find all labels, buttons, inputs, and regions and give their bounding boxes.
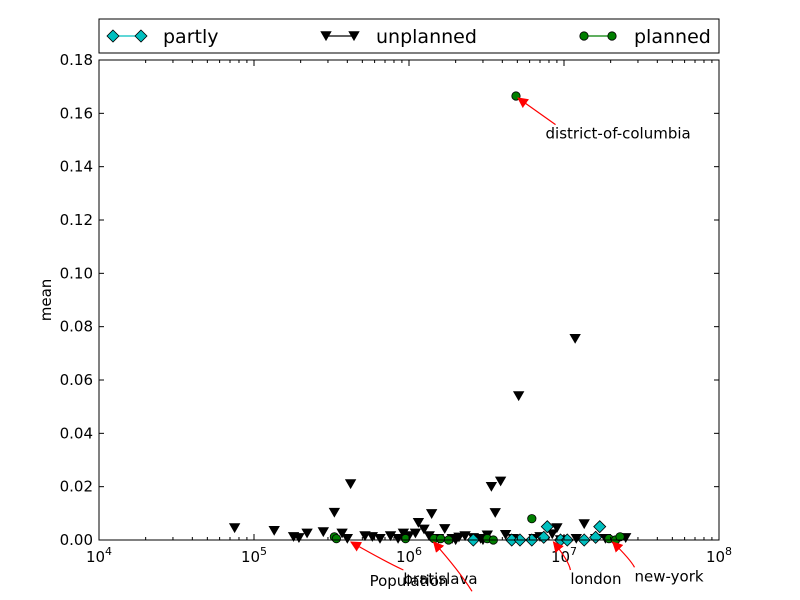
annotations-layer: district-of-columbia bratislava london new-… — [350, 97, 704, 592]
legend-label: partly — [163, 26, 219, 48]
legend-marker — [579, 31, 589, 41]
x-axis-label: Population — [370, 572, 449, 590]
x-tick-label: 108 — [706, 545, 732, 566]
x-tick-label: 106 — [396, 545, 422, 566]
series-unplanned — [228, 333, 632, 546]
legend-marker — [607, 31, 617, 41]
planned-point — [527, 514, 537, 524]
planned-point — [615, 532, 625, 542]
unplanned-point — [268, 525, 280, 536]
annotation-arrow — [432, 541, 473, 592]
y-tick-label: 0.06 — [60, 371, 93, 389]
unplanned-point — [494, 476, 507, 487]
legend-marker — [106, 29, 120, 43]
y-tick-label: 0.00 — [60, 531, 93, 549]
unplanned-point — [485, 481, 498, 492]
unplanned-point — [412, 517, 425, 528]
partly-point — [593, 520, 607, 534]
legend-item-unplanned: unplanned — [320, 26, 477, 48]
x-tick-label: 104 — [86, 545, 112, 566]
legend-label: unplanned — [376, 26, 477, 48]
planned-point — [331, 534, 341, 544]
unplanned-point — [459, 531, 471, 542]
unplanned-point — [418, 524, 430, 535]
legend-marker — [348, 31, 360, 42]
unplanned-point — [570, 533, 582, 544]
y-tick-label: 0.14 — [60, 158, 93, 176]
annotation-arrow — [611, 541, 636, 568]
annotation — [432, 541, 473, 592]
unplanned-point — [228, 523, 241, 534]
unplanned-point — [317, 527, 330, 538]
y-tick-label: 0.02 — [60, 478, 93, 496]
annotation-arrow — [552, 541, 572, 571]
annotation-label: district-of-columbia — [546, 125, 691, 143]
legend-item-planned: planned — [579, 26, 711, 48]
unplanned-point — [551, 523, 563, 534]
planned-point — [400, 534, 411, 544]
series-planned — [329, 91, 625, 545]
y-tick-label: 0.08 — [60, 318, 93, 336]
unplanned-point — [425, 509, 438, 519]
unplanned-point — [344, 479, 357, 490]
annotation: bratislava — [350, 541, 478, 588]
partly-point — [540, 520, 554, 534]
marks-layer — [228, 91, 632, 547]
unplanned-point — [439, 524, 451, 534]
unplanned-point — [512, 391, 525, 402]
legend-label: planned — [634, 26, 711, 48]
ticks-layer: 0.00 0.02 0.04 0.06 0.08 0.10 0.12 0.14 0.16 0.18… — [60, 51, 732, 566]
unplanned-point — [359, 531, 371, 542]
y-tick-label: 0.12 — [60, 211, 93, 229]
unplanned-point — [569, 333, 581, 344]
y-axis-label: mean — [37, 279, 55, 322]
annotation: district-of-columbia — [517, 97, 691, 143]
unplanned-point — [328, 507, 341, 518]
unplanned-point — [384, 531, 397, 542]
annotation-label: bratislava — [403, 570, 477, 588]
legend-marker — [320, 31, 332, 42]
unplanned-point — [392, 533, 404, 544]
unplanned-point — [546, 529, 558, 540]
annotation-label: london — [570, 570, 621, 588]
annotation-arrow — [350, 541, 404, 571]
unplanned-point — [409, 528, 422, 539]
y-tick-label: 0.16 — [60, 104, 93, 122]
unplanned-point — [374, 533, 386, 544]
partly-point — [589, 530, 603, 544]
y-tick-label: 0.10 — [60, 264, 93, 282]
x-tick-label: 105 — [241, 545, 267, 566]
planned-point — [436, 534, 446, 544]
legend-item-partly: partly — [106, 26, 219, 48]
y-tick-label: 0.18 — [60, 51, 93, 69]
annotation: new-york — [611, 541, 704, 585]
unplanned-point — [489, 508, 501, 518]
annotation-label: new-york — [635, 567, 704, 585]
legend-marker — [134, 29, 148, 43]
annotation-arrow — [517, 97, 556, 126]
y-tick-label: 0.04 — [60, 424, 93, 442]
annotation: london — [552, 541, 621, 588]
unplanned-point — [336, 528, 348, 539]
unplanned-point — [301, 528, 313, 539]
unplanned-point — [293, 533, 305, 543]
unplanned-point — [578, 519, 590, 530]
legend: partly unplanned planned — [98, 18, 720, 54]
